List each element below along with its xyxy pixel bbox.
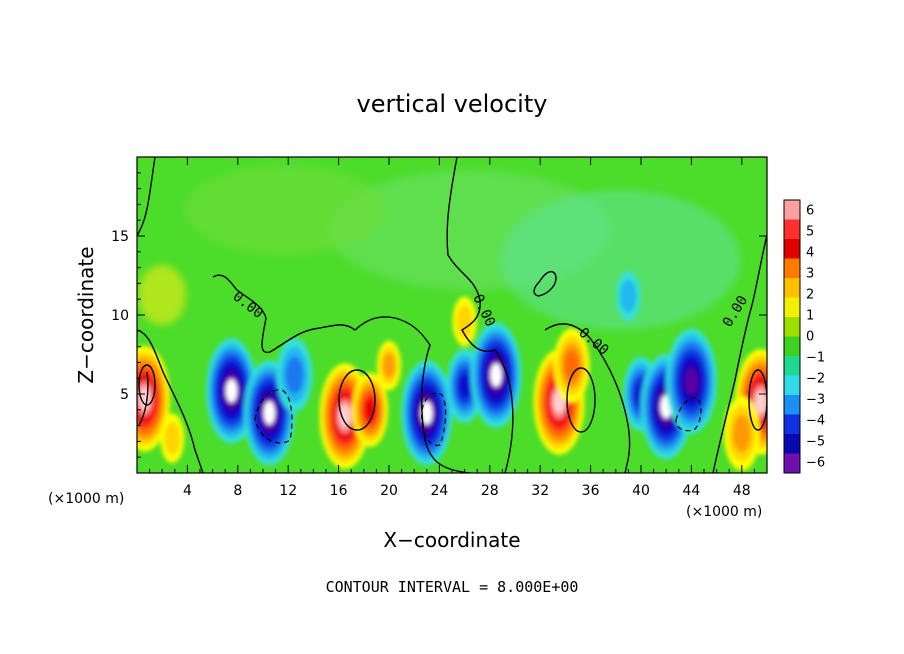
velocity-cell	[352, 372, 389, 447]
x-tick-label: 24	[430, 483, 448, 499]
x-tick-label: 48	[733, 483, 751, 499]
x-tick-label: 44	[682, 483, 700, 499]
colorbar-swatch	[784, 336, 800, 357]
colorbar-label: 4	[806, 246, 814, 261]
field-area: 0.00 0.00 0.00 0.00	[137, 157, 767, 473]
colorbar-label: −1	[806, 351, 825, 366]
velocity-cell	[401, 360, 453, 466]
velocity-level	[164, 421, 181, 455]
colorbar-label: 2	[806, 288, 814, 303]
dashed-contours	[254, 389, 702, 446]
x-tick-label: 36	[582, 483, 600, 499]
y-tick-label: 5	[120, 387, 129, 403]
x-tick-label: 20	[380, 483, 398, 499]
x-tick-label: 16	[330, 483, 348, 499]
y-tick-label: 10	[111, 308, 129, 324]
velocity-level	[755, 390, 767, 414]
x-tick-label: 8	[233, 483, 242, 499]
colorbar-label: 0	[806, 330, 814, 345]
y-axis-label: Z−coordinate	[74, 246, 98, 383]
velocity-level	[732, 414, 751, 453]
x-axis: 4 8 12 16 20 24 28 32 36 40 44 48	[149, 157, 755, 499]
colorbar-swatch	[784, 219, 800, 240]
velocity-cell	[616, 271, 641, 321]
velocity-level	[620, 279, 637, 313]
colorbar-swatch	[784, 278, 800, 298]
velocity-level	[285, 356, 304, 394]
velocity-cells	[137, 271, 767, 471]
velocity-level	[383, 353, 395, 378]
colorbar-swatch	[784, 434, 800, 454]
contour-lines	[137, 157, 767, 473]
velocity-level	[263, 401, 275, 425]
colorbar-swatch	[784, 395, 800, 415]
colorbar-swatch	[784, 317, 800, 337]
velocity-level	[564, 350, 579, 381]
x-axis-unit-right: (×1000 m)	[686, 504, 762, 520]
colorbar-swatch	[784, 356, 800, 376]
velocity-level	[225, 379, 238, 403]
x-tick-label: 28	[481, 483, 499, 499]
colorbar-swatch	[784, 414, 800, 435]
chart-title: vertical velocity	[357, 90, 548, 118]
x-tick-label: 40	[632, 483, 650, 499]
velocity-cell	[206, 338, 257, 444]
colorbar-swatch	[784, 200, 800, 220]
x-tick-label: 4	[183, 483, 192, 499]
colorbar-swatch	[784, 239, 800, 259]
velocity-level	[490, 363, 502, 387]
velocity-cell	[452, 296, 477, 347]
velocity-cell	[470, 322, 522, 428]
colorbar-label: 6	[806, 204, 814, 219]
colorbar-frame	[783, 199, 801, 474]
velocity-field	[138, 165, 740, 330]
colorbar-label: 5	[806, 225, 814, 240]
colorbar-label: 3	[806, 267, 814, 282]
colorbar-label: −2	[806, 372, 825, 387]
x-tick-label: 32	[531, 483, 549, 499]
velocity-cell	[553, 328, 590, 403]
colorbar-label: −6	[806, 456, 825, 471]
x-tick-label: 12	[279, 483, 297, 499]
contour-interval-note: CONTOUR INTERVAL = 8.000E+00	[326, 578, 579, 596]
velocity-cell	[160, 413, 185, 464]
colorbar: 6 5 4 3 2 1 0 −1 −2 −3 −4 −5 −6	[783, 199, 825, 474]
velocity-level	[456, 304, 473, 338]
y-tick-label: 15	[111, 229, 129, 245]
colorbar-label: −4	[806, 414, 825, 429]
velocity-level	[421, 401, 433, 425]
y-axis: 5 10 15	[111, 172, 767, 458]
colorbar-label: −3	[806, 393, 825, 408]
colorbar-swatch	[784, 297, 800, 318]
velocity-level	[458, 373, 471, 399]
velocity-cell	[665, 328, 717, 435]
colorbar-swatch	[784, 375, 800, 396]
colorbar-swatch	[784, 453, 800, 474]
velocity-level	[685, 368, 698, 395]
velocity-cell	[723, 396, 760, 471]
colorbar-label: 1	[806, 309, 814, 324]
colorbar-label: −5	[806, 435, 825, 450]
velocity-cell	[276, 337, 313, 413]
x-axis-unit-left: (×1000 m)	[48, 491, 124, 507]
x-axis-label: X−coordinate	[383, 528, 520, 552]
velocity-cell	[377, 340, 401, 391]
velocity-cell	[243, 360, 295, 466]
colorbar-swatch	[784, 258, 800, 279]
velocity-level	[339, 404, 351, 428]
